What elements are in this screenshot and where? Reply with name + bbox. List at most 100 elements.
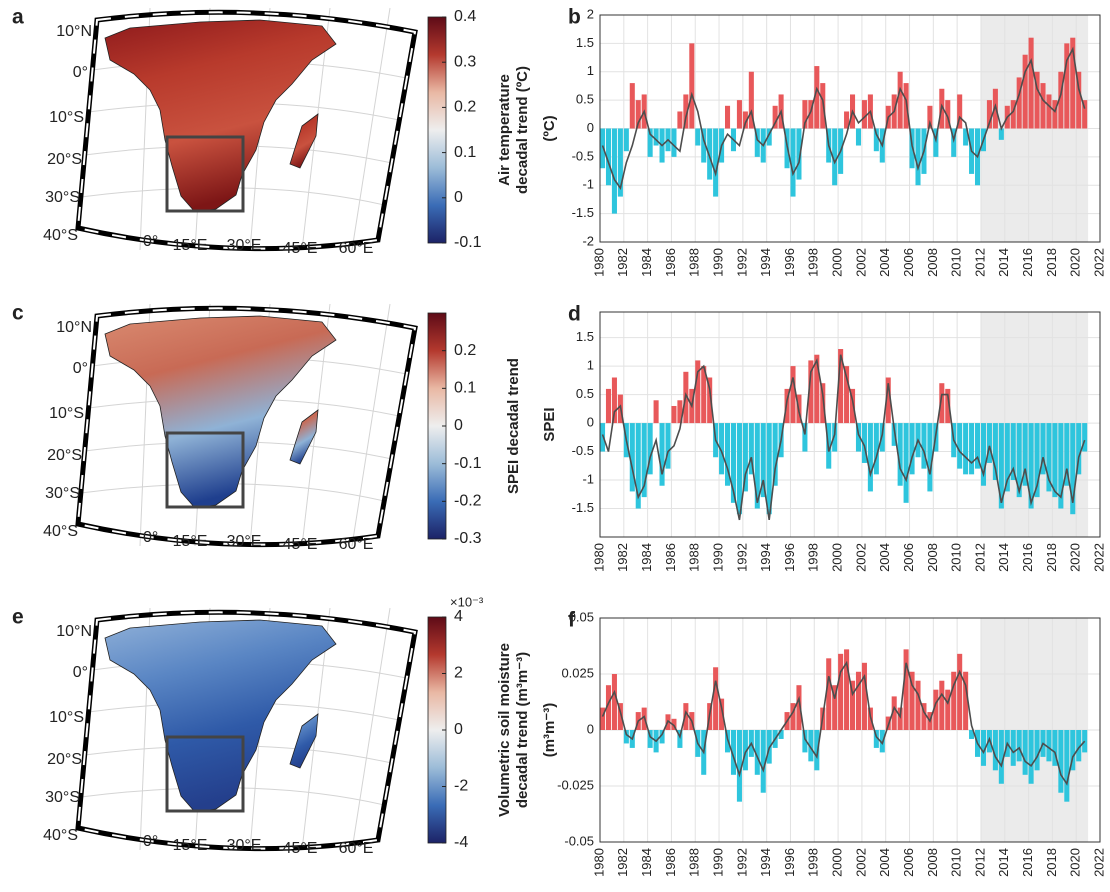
colorbar-tick-label: -4 — [454, 834, 468, 851]
bar — [933, 128, 939, 157]
bar — [629, 83, 635, 129]
bar — [605, 128, 612, 186]
bar — [939, 383, 945, 424]
x-tick-label: 1994 — [758, 248, 773, 277]
x-tick-label: 1982 — [615, 848, 630, 877]
bar — [1064, 423, 1070, 486]
bar — [1034, 730, 1040, 771]
lat-label: 30°S — [45, 485, 80, 502]
x-tick-label: 2002 — [853, 848, 868, 877]
lat-label: 10°S — [49, 405, 84, 422]
x-tick-label: 2002 — [853, 543, 868, 572]
y-tick-label: -0.025 — [557, 777, 594, 792]
bar — [897, 707, 903, 730]
x-tick-label: 1980 — [591, 248, 606, 277]
x-tick-label: 1984 — [639, 543, 654, 572]
bar — [891, 423, 897, 446]
x-tick-label: 2022 — [1091, 848, 1106, 877]
bar — [1040, 423, 1046, 475]
y-tick-label: 0.5 — [576, 386, 594, 401]
bar — [832, 128, 838, 186]
panel-label: b — [568, 6, 581, 29]
x-tick-label: 2002 — [853, 248, 868, 277]
y-tick-label: 0 — [587, 721, 594, 736]
bar — [701, 366, 707, 424]
colorbar-label: Air temperature — [496, 74, 513, 186]
bar — [695, 128, 701, 146]
bar — [945, 100, 951, 129]
axes-frame — [599, 14, 1101, 243]
lat-label: 0° — [73, 664, 88, 681]
bar — [915, 680, 921, 730]
x-tick-label: 2004 — [877, 248, 892, 277]
bar — [659, 423, 665, 486]
bar — [1016, 77, 1022, 129]
x-tick-label: 1986 — [663, 248, 678, 277]
x-tick-label: 2008 — [925, 848, 940, 877]
bar — [802, 423, 808, 452]
bar — [629, 423, 635, 492]
x-tick-label: 1988 — [687, 543, 702, 572]
lat-label: 10°S — [49, 709, 84, 726]
x-tick-label: 2014 — [996, 543, 1011, 572]
y-tick-label: 1 — [587, 63, 594, 78]
bar — [986, 100, 992, 129]
bar — [611, 128, 617, 214]
x-tick-label: 1982 — [615, 248, 630, 277]
x-tick-label: 2018 — [1044, 248, 1059, 277]
bar — [927, 423, 933, 492]
lon-label: 0° — [143, 233, 158, 250]
bar — [873, 730, 879, 748]
graticule — [351, 7, 391, 251]
bar — [677, 730, 683, 748]
y-tick-label: 0 — [587, 120, 594, 135]
bar — [617, 703, 623, 730]
bar — [909, 423, 915, 475]
bar — [1064, 43, 1070, 129]
x-tick-label: 2006 — [901, 543, 916, 572]
axes-frame — [599, 617, 1101, 843]
bar — [1076, 71, 1082, 129]
colorbar-tick-label: 0 — [454, 189, 463, 206]
bar — [647, 128, 653, 157]
x-tick-label: 1980 — [591, 543, 606, 572]
x-tick-label: 2016 — [1020, 248, 1035, 277]
bar — [998, 730, 1004, 784]
bar — [1058, 71, 1064, 129]
bar — [1034, 423, 1040, 498]
x-tick-label: 2012 — [972, 248, 987, 277]
graticule — [351, 607, 391, 851]
bar — [844, 366, 850, 424]
line — [601, 46, 1086, 191]
lat-label: 20°S — [47, 447, 82, 464]
panel-label: f — [568, 609, 576, 632]
bar — [1052, 100, 1058, 129]
y-tick-label: 0.025 — [561, 665, 594, 680]
bar — [861, 100, 867, 129]
bar — [844, 649, 850, 730]
lat-label: 0° — [73, 360, 88, 377]
bar — [861, 662, 867, 730]
colorbar-tick-label: 0.2 — [454, 99, 476, 116]
bar — [969, 423, 975, 475]
bar — [635, 100, 641, 129]
bar — [730, 730, 737, 775]
colorbar-tick-label: 0.2 — [454, 342, 476, 359]
bar — [1028, 423, 1034, 509]
x-tick-label: 1986 — [663, 848, 678, 877]
line — [601, 660, 1086, 786]
line — [601, 354, 1086, 521]
bar — [1022, 730, 1028, 775]
bar — [855, 423, 862, 452]
bar — [1058, 730, 1064, 793]
bar — [903, 649, 909, 730]
x-tick-label: 1990 — [710, 848, 725, 877]
lon-label: 15°E — [173, 237, 208, 254]
island — [289, 713, 319, 769]
lat-label: 30°S — [45, 189, 80, 206]
colorbar-tick-label: 0 — [454, 417, 463, 434]
x-tick-label: 2012 — [972, 543, 987, 572]
bar — [1076, 730, 1082, 762]
study-box — [165, 735, 245, 813]
colorbar-multiplier: ×10⁻³ — [450, 594, 484, 609]
